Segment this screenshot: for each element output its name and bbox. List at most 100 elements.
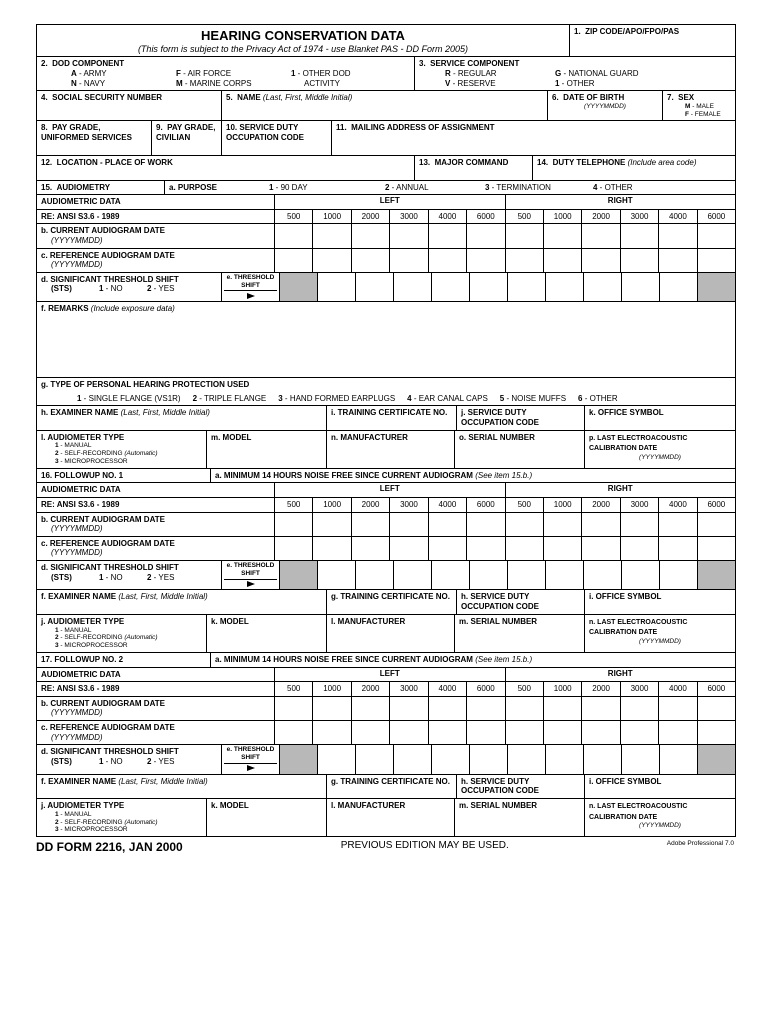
freq-cell[interactable] bbox=[313, 513, 351, 536]
freq-cell[interactable] bbox=[394, 745, 432, 773]
freq-cell[interactable] bbox=[429, 249, 467, 272]
freq-cell[interactable] bbox=[582, 513, 620, 536]
freq-cell[interactable] bbox=[275, 537, 313, 560]
freq-cell[interactable] bbox=[318, 561, 356, 589]
freq-cell[interactable] bbox=[544, 697, 582, 720]
freq-cell[interactable] bbox=[622, 745, 660, 773]
freq-cell[interactable] bbox=[544, 721, 582, 744]
freq-cell[interactable] bbox=[318, 273, 356, 301]
freq-cell[interactable] bbox=[352, 513, 390, 536]
freq-cell[interactable] bbox=[394, 273, 432, 301]
freq-cell[interactable] bbox=[470, 561, 508, 589]
freq-cell[interactable] bbox=[394, 561, 432, 589]
freq-cell[interactable] bbox=[506, 721, 544, 744]
freq-cell[interactable] bbox=[698, 224, 735, 247]
freq-cell[interactable] bbox=[280, 561, 318, 589]
freq-cell[interactable] bbox=[506, 224, 544, 247]
freq-cell[interactable] bbox=[467, 721, 505, 744]
freq-cell[interactable] bbox=[390, 721, 428, 744]
freq-cell[interactable] bbox=[390, 249, 428, 272]
freq-cell[interactable] bbox=[584, 561, 622, 589]
freq-cell[interactable] bbox=[275, 513, 313, 536]
freq-cell[interactable] bbox=[582, 537, 620, 560]
freq-cell[interactable] bbox=[544, 513, 582, 536]
freq-cell[interactable] bbox=[660, 273, 698, 301]
freq-cell[interactable] bbox=[659, 224, 697, 247]
freq-cell[interactable] bbox=[280, 745, 318, 773]
freq-cell[interactable] bbox=[432, 745, 470, 773]
freq-cell[interactable] bbox=[467, 697, 505, 720]
freq-cell[interactable] bbox=[432, 561, 470, 589]
freq-cell[interactable] bbox=[352, 697, 390, 720]
freq-cell[interactable] bbox=[313, 721, 351, 744]
freq-cell[interactable] bbox=[698, 249, 735, 272]
freq-cell[interactable] bbox=[546, 273, 584, 301]
freq-cell[interactable] bbox=[429, 697, 467, 720]
freq-cell[interactable] bbox=[659, 513, 697, 536]
freq-cell[interactable] bbox=[621, 224, 659, 247]
freq-cell[interactable] bbox=[275, 697, 313, 720]
freq-cell[interactable] bbox=[544, 537, 582, 560]
freq-cell[interactable] bbox=[390, 224, 428, 247]
freq-cell[interactable] bbox=[582, 224, 620, 247]
freq-cell[interactable] bbox=[659, 697, 697, 720]
freq-cell[interactable] bbox=[659, 721, 697, 744]
freq-cell[interactable] bbox=[470, 273, 508, 301]
freq-cell[interactable] bbox=[432, 273, 470, 301]
freq-cell[interactable] bbox=[659, 249, 697, 272]
freq-cell[interactable] bbox=[280, 273, 318, 301]
freq-cell[interactable] bbox=[621, 513, 659, 536]
freq-cell[interactable] bbox=[698, 745, 735, 773]
freq-cell[interactable] bbox=[544, 249, 582, 272]
freq-cell[interactable] bbox=[313, 697, 351, 720]
freq-cell[interactable] bbox=[429, 513, 467, 536]
freq-cell[interactable] bbox=[508, 745, 546, 773]
freq-cell[interactable] bbox=[506, 537, 544, 560]
freq-cell[interactable] bbox=[660, 561, 698, 589]
freq-cell[interactable] bbox=[313, 224, 351, 247]
freq-cell[interactable] bbox=[470, 745, 508, 773]
freq-cell[interactable] bbox=[429, 224, 467, 247]
freq-cell[interactable] bbox=[356, 745, 394, 773]
freq-cell[interactable] bbox=[467, 224, 505, 247]
freq-cell[interactable] bbox=[467, 513, 505, 536]
freq-cell[interactable] bbox=[584, 745, 622, 773]
freq-cell[interactable] bbox=[698, 561, 735, 589]
freq-cell[interactable] bbox=[506, 249, 544, 272]
freq-cell[interactable] bbox=[352, 224, 390, 247]
freq-cell[interactable] bbox=[698, 721, 735, 744]
freq-cell[interactable] bbox=[508, 273, 546, 301]
freq-cell[interactable] bbox=[582, 721, 620, 744]
freq-cell[interactable] bbox=[622, 273, 660, 301]
freq-cell[interactable] bbox=[621, 721, 659, 744]
freq-cell[interactable] bbox=[356, 561, 394, 589]
freq-cell[interactable] bbox=[313, 537, 351, 560]
freq-cell[interactable] bbox=[582, 697, 620, 720]
freq-cell[interactable] bbox=[544, 224, 582, 247]
freq-cell[interactable] bbox=[356, 273, 394, 301]
freq-cell[interactable] bbox=[621, 697, 659, 720]
freq-cell[interactable] bbox=[621, 249, 659, 272]
freq-cell[interactable] bbox=[275, 224, 313, 247]
freq-cell[interactable] bbox=[660, 745, 698, 773]
freq-cell[interactable] bbox=[546, 745, 584, 773]
freq-cell[interactable] bbox=[275, 721, 313, 744]
freq-cell[interactable] bbox=[622, 561, 660, 589]
freq-cell[interactable] bbox=[313, 249, 351, 272]
freq-cell[interactable] bbox=[506, 697, 544, 720]
freq-cell[interactable] bbox=[698, 273, 735, 301]
freq-cell[interactable] bbox=[352, 537, 390, 560]
freq-cell[interactable] bbox=[352, 249, 390, 272]
freq-cell[interactable] bbox=[698, 513, 735, 536]
freq-cell[interactable] bbox=[390, 513, 428, 536]
freq-cell[interactable] bbox=[698, 537, 735, 560]
freq-cell[interactable] bbox=[546, 561, 584, 589]
freq-cell[interactable] bbox=[429, 537, 467, 560]
freq-cell[interactable] bbox=[429, 721, 467, 744]
freq-cell[interactable] bbox=[352, 721, 390, 744]
freq-cell[interactable] bbox=[318, 745, 356, 773]
freq-cell[interactable] bbox=[275, 249, 313, 272]
freq-cell[interactable] bbox=[467, 249, 505, 272]
freq-cell[interactable] bbox=[390, 537, 428, 560]
freq-cell[interactable] bbox=[390, 697, 428, 720]
